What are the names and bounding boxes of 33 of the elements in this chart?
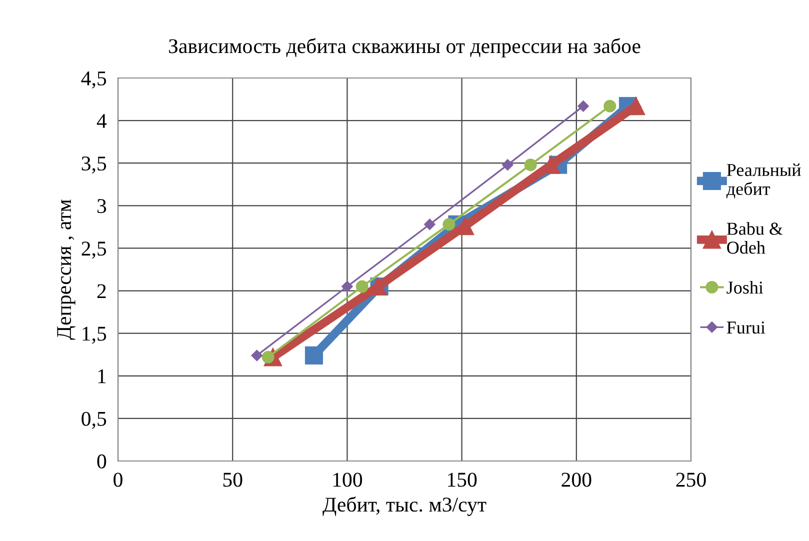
y-axis-title: Депрессия , атм	[57, 200, 76, 340]
x-axis-title: Дебит, тыс. м3/сут	[322, 496, 486, 516]
y-tick-label: 0	[97, 454, 106, 468]
point	[304, 346, 323, 364]
legend-label: Babu & Odeh	[726, 222, 783, 254]
y-tick-label: 4,5	[81, 72, 106, 88]
point	[524, 158, 537, 172]
x-tick-label: 50	[223, 472, 242, 487]
y-tick-label: 2,5	[82, 242, 106, 259]
point	[578, 100, 589, 112]
y-tick-label: 0,5	[82, 412, 106, 429]
y-tick-label: 2	[97, 284, 106, 298]
point	[424, 218, 436, 230]
y-tick-label: 1	[98, 369, 106, 384]
x-tick-label: 250	[676, 472, 706, 487]
point	[604, 100, 616, 112]
legend-label: Реальный дебит	[726, 164, 801, 198]
chart-title: Зависимость дебита скважины от депрессии на забое	[169, 38, 640, 58]
legend-label: Furui	[726, 322, 766, 334]
point	[342, 280, 353, 292]
x-tick-label: 100	[333, 472, 362, 487]
x-tick-label: 150	[448, 472, 477, 487]
point	[442, 218, 456, 231]
y-tick-label: 3,5	[82, 156, 106, 174]
x-tick-label: 200	[562, 472, 592, 487]
point	[251, 350, 262, 362]
y-tick-label: 3	[97, 199, 106, 214]
point	[356, 280, 368, 293]
y-tick-label: 4	[96, 114, 107, 128]
legend-label: Joshi	[726, 280, 764, 294]
x-tick-label: 0	[114, 472, 122, 487]
point	[502, 159, 514, 170]
y-tick-label: 1,5	[82, 326, 106, 344]
